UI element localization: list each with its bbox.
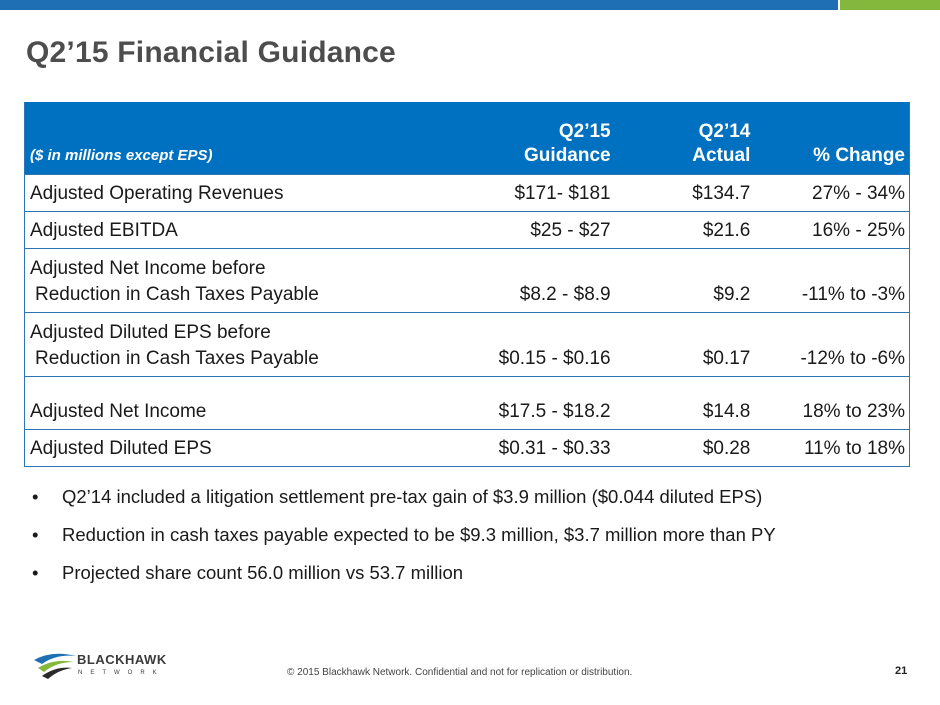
bullet-icon: • bbox=[32, 486, 39, 507]
list-item: • Q2’14 included a litigation settlement… bbox=[32, 485, 912, 509]
bullet-text: Reduction in cash taxes payable expected… bbox=[62, 524, 776, 546]
header-actual-line2: Actual bbox=[692, 144, 751, 166]
row-label: Adjusted Net Income bbox=[23, 375, 421, 429]
row-label-line1: Adjusted Diluted EPS before bbox=[30, 322, 271, 344]
table-header-change: % Change bbox=[754, 102, 911, 174]
row-guidance: $0.15 - $0.16 bbox=[420, 311, 615, 376]
table-header-row: ($ in millions except EPS) Q2’15 Guidanc… bbox=[23, 102, 911, 174]
company-logo: BLACKHAWK NETWORK bbox=[32, 648, 172, 684]
row-actual: $9.2 bbox=[614, 247, 755, 312]
table-row: Adjusted Diluted EPS before Reduction in… bbox=[23, 311, 911, 376]
row-label: Adjusted Operating Revenues bbox=[23, 173, 421, 211]
page-title: Q2’15 Financial Guidance bbox=[26, 36, 396, 69]
row-guidance: $0.31 - $0.33 bbox=[420, 428, 615, 467]
bullet-text: Projected share count 56.0 million vs 53… bbox=[62, 562, 464, 584]
row-change: -12% to -6% bbox=[754, 311, 911, 376]
table-row: Adjusted Diluted EPS $0.31 - $0.33 $0.28… bbox=[23, 428, 911, 467]
table-header-units: ($ in millions except EPS) bbox=[23, 102, 421, 174]
row-label-line2: Reduction in Cash Taxes Payable bbox=[35, 347, 319, 369]
row-actual: $21.6 bbox=[614, 210, 755, 248]
row-change: 27% - 34% bbox=[754, 173, 911, 211]
row-guidance: $171- $181 bbox=[420, 173, 615, 211]
list-item: • Projected share count 56.0 million vs … bbox=[32, 561, 912, 585]
bullet-icon: • bbox=[32, 524, 39, 546]
row-guidance: $25 - $27 bbox=[420, 210, 615, 248]
row-change: 18% to 23% bbox=[754, 375, 911, 429]
row-actual: $0.28 bbox=[614, 428, 755, 467]
table-row: Adjusted Operating Revenues $171- $181 $… bbox=[23, 173, 911, 211]
list-item: • Reduction in cash taxes payable expect… bbox=[32, 523, 912, 547]
header-guidance-line2: Guidance bbox=[524, 144, 611, 166]
row-label: Adjusted Diluted EPS bbox=[23, 428, 421, 467]
bullet-icon: • bbox=[32, 562, 39, 584]
row-change: 11% to 18% bbox=[754, 428, 911, 467]
table-row: Adjusted Net Income before Reduction in … bbox=[23, 247, 911, 312]
notes-list: • Q2’14 included a litigation settlement… bbox=[32, 485, 912, 599]
row-actual: $0.17 bbox=[614, 311, 755, 376]
logo-subtitle: NETWORK bbox=[78, 670, 165, 676]
row-change: -11% to -3% bbox=[754, 247, 911, 312]
footer-copyright: © 2015 Blackhawk Network. Confidential a… bbox=[287, 667, 633, 678]
page-number: 21 bbox=[895, 665, 908, 677]
row-label: Adjusted Net Income before Reduction in … bbox=[23, 247, 421, 312]
row-actual: $14.8 bbox=[614, 375, 755, 429]
header-actual-line1: Q2’14 bbox=[698, 121, 751, 142]
row-guidance: $8.2 - $8.9 bbox=[420, 247, 615, 312]
hawk-swoosh-icon bbox=[34, 653, 76, 679]
row-label: Adjusted EBITDA bbox=[23, 210, 421, 248]
row-label-line1: Adjusted Net Income before bbox=[30, 258, 266, 280]
logo-wordmark: BLACKHAWK bbox=[77, 652, 167, 667]
row-label: Adjusted Diluted EPS before Reduction in… bbox=[23, 311, 421, 376]
guidance-table: ($ in millions except EPS) Q2’15 Guidanc… bbox=[23, 102, 911, 467]
table-row: Adjusted Net Income $17.5 - $18.2 $14.8 … bbox=[23, 375, 911, 429]
row-change: 16% - 25% bbox=[754, 210, 911, 248]
row-actual: $134.7 bbox=[614, 173, 755, 211]
row-label-line2: Reduction in Cash Taxes Payable bbox=[35, 283, 319, 305]
row-guidance: $17.5 - $18.2 bbox=[420, 375, 615, 429]
table-header-actual: Q2’14 Actual bbox=[615, 102, 755, 174]
bullet-text: Q2’14 included a litigation settlement p… bbox=[62, 486, 763, 507]
header-guidance-line1: Q2’15 bbox=[558, 121, 611, 142]
table-row: Adjusted EBITDA $25 - $27 $21.6 16% - 25… bbox=[23, 210, 911, 248]
top-accent-bar-green bbox=[840, 0, 940, 10]
top-accent-bar bbox=[0, 0, 838, 10]
table-header-guidance: Q2’15 Guidance bbox=[421, 102, 615, 174]
